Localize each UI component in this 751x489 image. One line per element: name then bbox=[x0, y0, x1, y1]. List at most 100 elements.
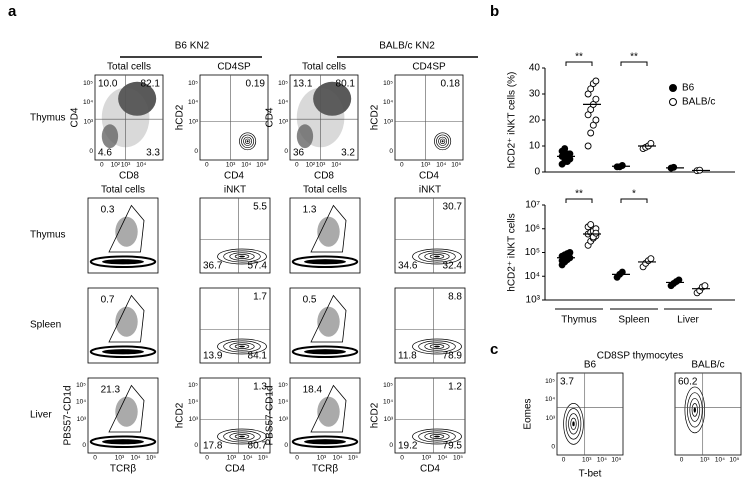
data-point bbox=[592, 229, 600, 237]
quadrant-value: 82.1 bbox=[141, 79, 161, 90]
contour bbox=[229, 252, 255, 261]
y-axis-label: hCD2 bbox=[175, 402, 186, 428]
cell-cloud bbox=[89, 255, 157, 268]
x-axis-label: CD8 bbox=[314, 171, 334, 182]
x-tick-label: 10³ bbox=[226, 162, 236, 169]
contour bbox=[436, 134, 450, 149]
plot-title: B6 bbox=[584, 360, 597, 371]
significance: ** bbox=[575, 52, 583, 63]
x-tick-label: 10⁵ bbox=[451, 162, 461, 169]
x-axis-label: CD4 bbox=[225, 464, 245, 475]
cell-cloud bbox=[304, 259, 346, 265]
contour bbox=[439, 138, 446, 145]
x-tick-label: 0 bbox=[295, 162, 299, 169]
y-tick-label: 10⁴ bbox=[278, 399, 288, 406]
y-tick-label: 10³ bbox=[189, 416, 199, 423]
y-tick-label: 10⁴ bbox=[76, 399, 86, 406]
x-axis-label: TCRβ bbox=[110, 464, 137, 475]
plot-frame bbox=[199, 377, 271, 454]
row-label: Spleen bbox=[30, 320, 61, 331]
quadrant-value: 3.3 bbox=[146, 148, 160, 159]
y-tick-label: 10⁵ bbox=[76, 382, 86, 389]
gate-value: 21.3 bbox=[101, 385, 121, 396]
contour bbox=[693, 407, 696, 413]
plot-title: Total cells bbox=[107, 62, 151, 73]
contour bbox=[568, 413, 579, 435]
cell-cloud bbox=[304, 439, 346, 445]
legend-marker bbox=[669, 84, 677, 92]
x-axis-label: CD4 bbox=[419, 171, 439, 182]
x-tick-label: 10⁴ bbox=[241, 162, 251, 169]
plot-frame bbox=[289, 377, 361, 454]
data-point bbox=[592, 116, 600, 124]
cell-cloud bbox=[101, 124, 119, 149]
data-point bbox=[587, 221, 595, 229]
legend-marker bbox=[669, 98, 677, 106]
cell-cloud bbox=[291, 345, 359, 358]
row-label: Thymus bbox=[30, 230, 66, 241]
quadrant-value: 19.2 bbox=[398, 441, 418, 452]
contour bbox=[572, 421, 575, 427]
contour bbox=[246, 140, 249, 143]
contour bbox=[244, 138, 251, 145]
x-tick-label: 10³ bbox=[317, 455, 327, 462]
y-tick-label: 0 bbox=[551, 444, 555, 451]
x-tick-label: 10⁵ bbox=[348, 455, 358, 462]
quadrant-value: 36 bbox=[293, 148, 305, 159]
y-axis-label: hCD2⁺ iNKT cells (%) bbox=[507, 72, 518, 169]
quadrant-value: 36.7 bbox=[203, 261, 223, 272]
contour bbox=[234, 254, 250, 259]
y-axis-label: PBS57-CD1d bbox=[63, 385, 74, 445]
contour bbox=[217, 428, 267, 445]
y-axis-label: hCD2 bbox=[370, 104, 381, 130]
significance: ** bbox=[575, 189, 583, 200]
y-tick-label: 10³ bbox=[189, 118, 199, 125]
cell-cloud bbox=[102, 349, 144, 355]
gate bbox=[310, 384, 347, 433]
cell-cloud bbox=[115, 216, 138, 247]
y-tick-label: 10⁴ bbox=[383, 99, 393, 106]
gate bbox=[108, 384, 145, 433]
x-tick-label: 10³ bbox=[227, 455, 237, 462]
panel-title: CD8SP thymocytes bbox=[597, 351, 684, 362]
x-tick-label: 0 bbox=[100, 162, 104, 169]
contour bbox=[689, 398, 701, 422]
y-tick-label: 10⁵ bbox=[188, 80, 198, 87]
plot-frame bbox=[87, 377, 159, 454]
cell-cloud bbox=[89, 435, 157, 448]
quadrant-value: 1.7 bbox=[253, 292, 267, 303]
quadrant-value: 34.6 bbox=[398, 261, 418, 272]
contour bbox=[429, 344, 445, 349]
data-point bbox=[618, 162, 626, 169]
x-tick-label: 10³ bbox=[700, 457, 710, 464]
contour bbox=[412, 338, 462, 355]
quadrant-value: 79.5 bbox=[443, 441, 463, 452]
cell-cloud bbox=[89, 345, 157, 358]
contour bbox=[412, 248, 462, 265]
y-tick-label: 10⁴ bbox=[278, 99, 288, 106]
plot-frame bbox=[87, 287, 159, 364]
panel-label: a bbox=[8, 3, 17, 20]
x-tick-label: 10⁴ bbox=[436, 162, 446, 169]
y-tick-label: 10 bbox=[529, 141, 541, 152]
x-tick-label: 10³ bbox=[421, 162, 431, 169]
quadrant-value: 30.7 bbox=[443, 202, 463, 213]
x-axis-label: T-bet bbox=[579, 469, 602, 480]
y-axis-label: PBS57-CD1d bbox=[265, 385, 276, 445]
cell-cloud bbox=[317, 216, 340, 247]
y-tick-label: 10³ bbox=[279, 118, 289, 125]
contour bbox=[241, 134, 255, 149]
x-tick-label: 0 bbox=[562, 457, 566, 464]
cell-cloud bbox=[102, 439, 144, 445]
y-tick-label: 0 bbox=[89, 148, 93, 155]
category-label: Spleen bbox=[618, 315, 649, 326]
data-point bbox=[701, 282, 709, 290]
contour bbox=[418, 250, 456, 263]
contour bbox=[239, 132, 257, 151]
data-point bbox=[587, 129, 595, 137]
cell-cloud bbox=[317, 306, 340, 337]
contour bbox=[438, 136, 448, 146]
x-tick-label: 0 bbox=[295, 455, 299, 462]
contour bbox=[418, 340, 456, 353]
